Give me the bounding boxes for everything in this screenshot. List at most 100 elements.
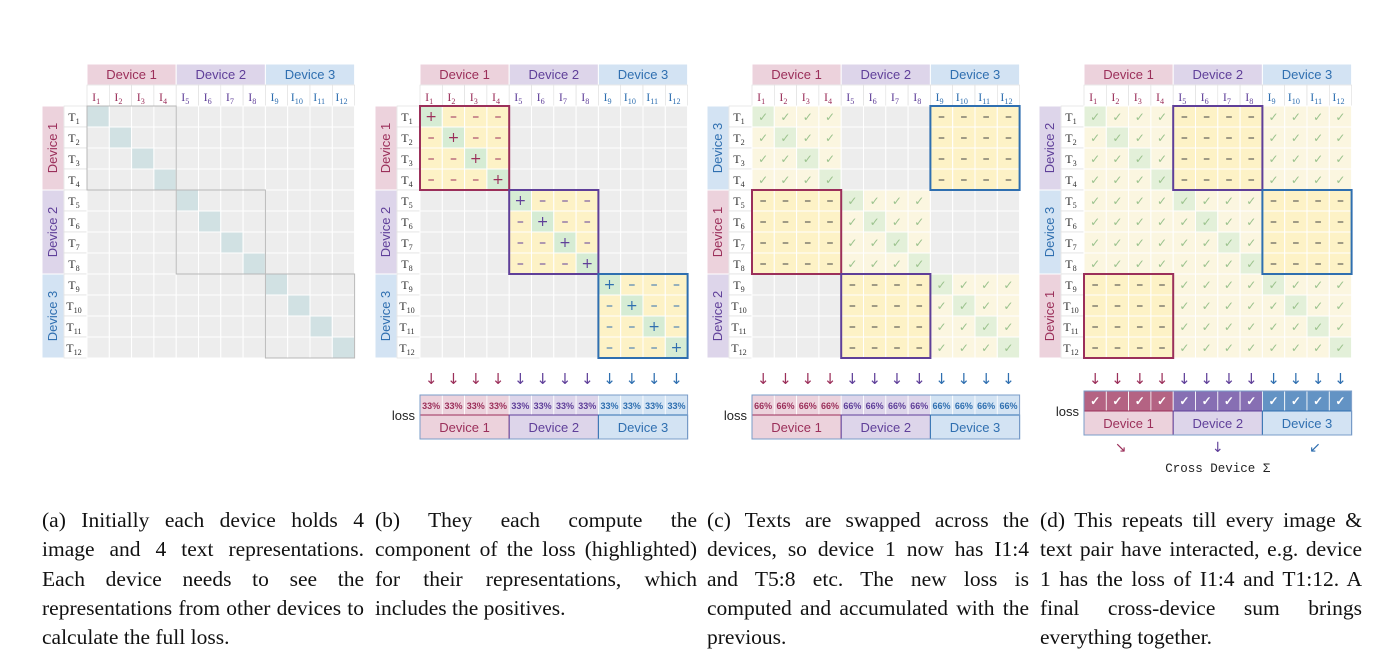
- cell-symbol: –: [760, 214, 767, 230]
- matrix-cell: [131, 126, 155, 149]
- cell-symbol: ✓: [1269, 131, 1279, 145]
- text-label: T11: [731, 320, 746, 336]
- row-group-label: Device 1: [1042, 291, 1057, 342]
- text-label: T9: [733, 278, 744, 294]
- cell-symbol: –: [960, 130, 967, 146]
- cell-symbol: +: [425, 109, 437, 125]
- cell-symbol: –: [893, 298, 900, 314]
- text-label: T2: [68, 131, 79, 147]
- matrix-cell: [331, 210, 356, 233]
- image-label: I5: [181, 90, 189, 106]
- cell-symbol: –: [1248, 151, 1255, 167]
- loss-value: ✓: [1224, 394, 1234, 408]
- cell-symbol: –: [871, 298, 878, 314]
- cell-symbol: ✓: [914, 257, 924, 271]
- cell-symbol: –: [893, 319, 900, 335]
- matrix-cell: [486, 273, 510, 296]
- cell-symbol: –: [1005, 151, 1012, 167]
- cell-symbol: ✓: [1135, 215, 1145, 229]
- matrix-cell: [818, 336, 842, 359]
- matrix-cell: [419, 210, 443, 233]
- matrix-cell: [531, 105, 555, 128]
- cell-symbol: ✓: [1291, 320, 1301, 334]
- down-arrow: ↓: [648, 370, 661, 388]
- matrix-cell: [818, 294, 842, 317]
- cell-symbol: –: [983, 109, 990, 125]
- cell-symbol: –: [938, 151, 945, 167]
- down-arrow: ↓: [1245, 370, 1258, 388]
- cell-symbol: –: [916, 340, 923, 356]
- matrix-cell: [175, 252, 199, 275]
- cell-symbol: ✓: [1003, 341, 1013, 355]
- cell-symbol: –: [1248, 109, 1255, 125]
- cell-symbol: ✓: [1269, 341, 1279, 355]
- cell-symbol: ✓: [1269, 278, 1279, 292]
- matrix-cell: [242, 126, 266, 149]
- text-label: T6: [1065, 215, 1076, 231]
- cell-symbol: +: [492, 172, 504, 188]
- cell-symbol: ✓: [1269, 110, 1279, 124]
- down-arrow: ↓: [980, 370, 993, 388]
- text-label: T12: [731, 341, 747, 357]
- caption-a: (a) Initially each device holds 4 image …: [42, 508, 364, 650]
- matrix-cell: [974, 210, 998, 233]
- matrix-cell: [441, 252, 466, 275]
- matrix-cell: [287, 336, 311, 359]
- cell-symbol: ✓: [1179, 320, 1189, 334]
- cell-symbol: –: [871, 277, 878, 293]
- text-label: T11: [66, 320, 81, 336]
- cell-symbol: –: [450, 151, 457, 167]
- text-label: T3: [733, 152, 744, 168]
- matrix-cell: [796, 336, 820, 359]
- matrix-cell: [508, 294, 532, 317]
- cell-symbol: –: [606, 340, 613, 356]
- cell-symbol: –: [1092, 340, 1099, 356]
- text-label: T4: [733, 173, 744, 189]
- matrix-cell: [175, 294, 199, 317]
- cell-symbol: ✓: [825, 152, 835, 166]
- matrix-cell: [642, 189, 666, 212]
- matrix-cell: [86, 252, 110, 275]
- loss-value: 33%: [667, 401, 685, 411]
- matrix-cell: [198, 252, 222, 275]
- cell-symbol: –: [1005, 172, 1012, 188]
- header-label: Device 2: [1193, 67, 1244, 82]
- matrix-cell: [331, 147, 356, 170]
- loss-value: 66%: [821, 401, 839, 411]
- matrix-cell: [664, 105, 689, 128]
- matrix-cell: [331, 105, 356, 128]
- matrix-cell: [508, 336, 532, 359]
- cell-symbol: ✓: [1003, 278, 1013, 292]
- matrix-cell: [153, 294, 177, 317]
- image-label: I12: [1332, 90, 1344, 106]
- cell-symbol: –: [561, 256, 568, 272]
- down-arrow: ↓: [626, 370, 639, 388]
- matrix-cell: [553, 147, 577, 170]
- cell-symbol: –: [938, 172, 945, 188]
- cell-symbol: ✓: [892, 194, 902, 208]
- cell-symbol: ✓: [1112, 110, 1122, 124]
- matrix-cell: [264, 294, 289, 317]
- matrix-cell: [486, 294, 510, 317]
- loss-value: 33%: [467, 401, 485, 411]
- matrix-cell: [153, 105, 177, 128]
- matrix-cell: [153, 189, 177, 212]
- image-label: I3: [802, 90, 810, 106]
- matrix-cell: [796, 294, 820, 317]
- down-arrow: ↓: [1290, 370, 1303, 388]
- text-label: T3: [401, 152, 412, 168]
- matrix-cell: [553, 294, 577, 317]
- cell-symbol: –: [827, 256, 834, 272]
- cell-symbol: ✓: [1090, 131, 1100, 145]
- matrix-cell: [664, 126, 689, 149]
- matrix-cell: [486, 189, 510, 212]
- matrix-cell: [198, 315, 222, 338]
- cell-symbol: –: [1315, 193, 1322, 209]
- matrix-cell: [242, 210, 266, 233]
- cell-symbol: –: [849, 277, 856, 293]
- cell-symbol: ✓: [1090, 152, 1100, 166]
- cell-symbol: ✓: [803, 152, 813, 166]
- matrix-cell: [553, 126, 577, 149]
- down-arrow: ↓: [670, 370, 683, 388]
